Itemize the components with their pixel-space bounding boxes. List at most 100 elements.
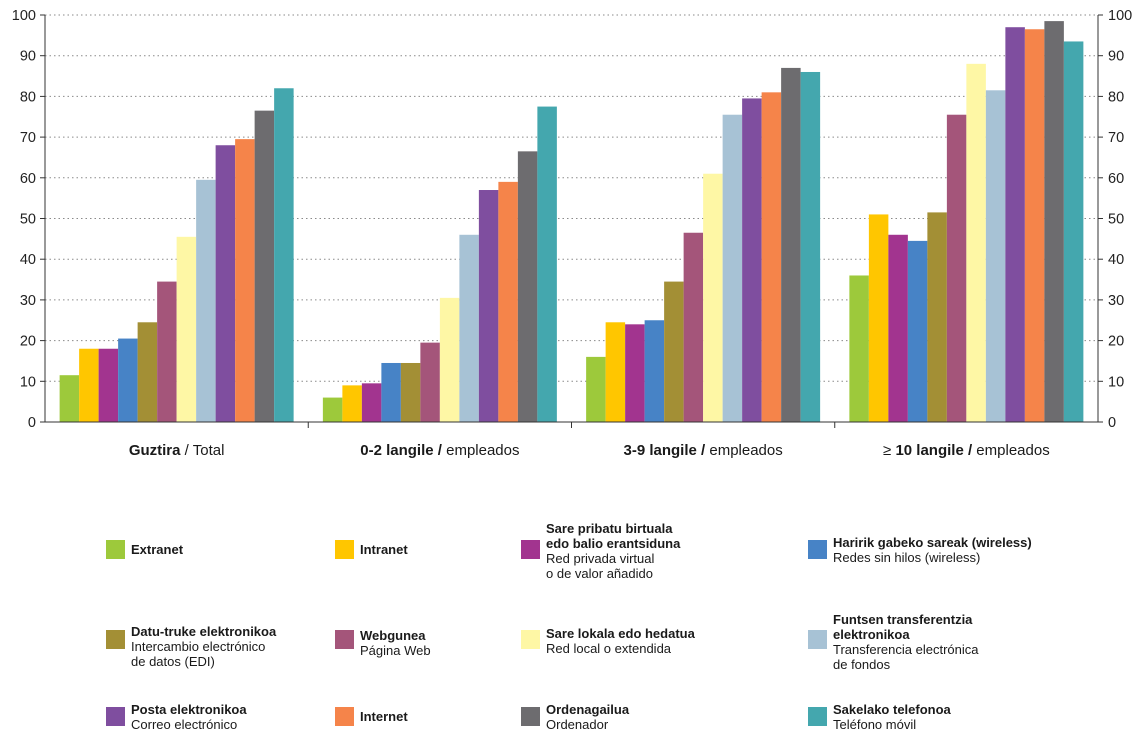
bar-computer-0 [254, 110, 275, 423]
y-axis-left-ticks: 0 10 20 30 40 50 60 70 80 90 100 [12, 8, 36, 431]
bar-wireless-0 [118, 338, 138, 422]
bar-extranet-2 [586, 356, 606, 422]
bar-email-1 [478, 190, 499, 422]
bar-mobile-0 [274, 88, 294, 422]
legend-label-email: Posta elektronikoa Correo electrónico [131, 702, 247, 732]
y-tick-label: 60 [20, 171, 36, 187]
y-tick-label: 100 [12, 8, 36, 24]
legend-label-eft: Funtsen transferentzia elektronikoa Trans… [833, 612, 979, 672]
bar-vpn-1 [361, 383, 382, 422]
legend-item-lan: Sare lokala edo hedatua Red local o exten… [521, 626, 695, 656]
bar-lan-2 [703, 173, 723, 422]
legend-swatch-internet [335, 707, 354, 726]
y-tick-label: 70 [20, 130, 36, 146]
bar-computer-3 [1044, 21, 1064, 422]
legend-item-eft: Funtsen transferentzia elektronikoa Trans… [808, 612, 978, 672]
bar-web-3 [946, 114, 967, 422]
y-tick-label-right: 40 [1108, 252, 1124, 268]
bar-eft-0 [196, 179, 216, 422]
bar-lan-0 [176, 236, 197, 422]
bar-wireless-1 [381, 362, 401, 422]
bar-intranet-0 [79, 348, 99, 422]
bar-internet-2 [761, 92, 782, 422]
bar-wireless-3 [907, 240, 928, 422]
legend-item-web: Webgunea Página Web [335, 628, 431, 658]
legend-label-extranet: Extranet [131, 542, 184, 557]
category-label-0: Guztira / Total [129, 442, 225, 459]
bar-eft-3 [985, 90, 1006, 423]
bar-chart: 0 10 20 30 40 50 60 70 80 90 100 0 10 20 30 40 50 60 70 80… [12, 8, 1132, 459]
bar-edi-0 [137, 322, 158, 422]
y-tick-label: 30 [20, 293, 36, 309]
bar-edi-1 [400, 362, 421, 422]
legend-label-lan: Sare lokala edo hedatua Red local o exten… [546, 626, 695, 656]
y-tick-label-right: 70 [1108, 130, 1124, 146]
bar-edi-2 [664, 281, 684, 422]
bar-internet-0 [235, 139, 255, 422]
y-tick-label-right: 20 [1108, 334, 1124, 350]
category-label-3: ≥ 10 langile / empleados [883, 442, 1050, 459]
y-tick-label: 50 [20, 212, 36, 228]
bar-computer-2 [781, 67, 801, 422]
legend-item-email: Posta elektronikoa Correo electrónico [106, 702, 247, 732]
bar-intranet-1 [342, 385, 362, 422]
legend-swatch-lan [521, 630, 540, 649]
bar-internet-3 [1024, 29, 1045, 423]
y-tick-label: 90 [20, 49, 36, 65]
legend-swatch-eft [808, 630, 827, 649]
bar-email-3 [1005, 27, 1025, 423]
bar-wireless-2 [644, 320, 665, 422]
legend-label-vpn: Sare pribatu birtuala edo balio erantsidu… [546, 521, 681, 581]
legend-swatch-intranet [335, 540, 354, 559]
bar-extranet-3 [849, 275, 869, 422]
y-tick-label: 40 [20, 252, 36, 268]
bar-email-0 [215, 145, 236, 423]
legend-item-extranet: Extranet [106, 540, 184, 559]
legend-item-computer: Ordenagailua Ordenador [521, 702, 629, 732]
bar-vpn-2 [625, 324, 645, 422]
legend-swatch-mobile [808, 707, 827, 726]
y-tick-label: 0 [28, 415, 36, 431]
legend-swatch-vpn [521, 540, 540, 559]
category-label-1: 0-2 langile / empleados [360, 442, 519, 459]
legend-label-web: Webgunea Página Web [360, 628, 431, 658]
bar-edi-3 [927, 212, 947, 422]
legend-label-intranet: Intranet [360, 542, 408, 557]
bar-computer-1 [517, 151, 538, 422]
y-tick-label-right: 0 [1108, 415, 1116, 431]
bar-email-2 [742, 98, 762, 422]
bar-web-2 [683, 232, 704, 422]
legend-swatch-edi [106, 630, 125, 649]
bar-intranet-3 [868, 214, 889, 422]
bar-mobile-2 [800, 71, 821, 422]
legend-label-mobile: Sakelako telefonoa Teléfono móvil [833, 702, 951, 732]
y-tick-label: 20 [20, 334, 36, 350]
legend-swatch-email [106, 707, 125, 726]
bar-eft-2 [722, 114, 743, 422]
legend-label-wireless: Haririk gabeko sareak (wireless) Redes si… [833, 535, 1032, 565]
legend-label-edi: Datu-truke elektronikoa Intercambio elect… [131, 624, 277, 669]
legend-swatch-extranet [106, 540, 125, 559]
legend-label-computer: Ordenagailua Ordenador [546, 702, 630, 732]
bar-extranet-0 [59, 375, 80, 422]
y-tick-label-right: 60 [1108, 171, 1124, 187]
bar-vpn-0 [98, 348, 119, 422]
y-tick-label-right: 30 [1108, 293, 1124, 309]
y-tick-label-right: 90 [1108, 49, 1124, 65]
legend-item-intranet: Intranet [335, 540, 408, 559]
bar-lan-3 [966, 63, 986, 423]
bar-web-0 [157, 281, 177, 422]
legend-item-mobile: Sakelako telefonoa Teléfono móvil [808, 702, 951, 732]
y-tick-label-right: 10 [1108, 374, 1124, 390]
legend-item-wireless: Haririk gabeko sareak (wireless) Redes si… [808, 535, 1032, 565]
bar-eft-1 [459, 234, 479, 422]
y-tick-label-right: 100 [1108, 8, 1132, 24]
bar-lan-1 [439, 297, 460, 422]
bar-mobile-3 [1063, 41, 1084, 423]
legend-item-edi: Datu-truke elektronikoa Intercambio elect… [106, 624, 276, 669]
legend-item-vpn: Sare pribatu birtuala edo balio erantsidu… [521, 521, 680, 581]
axes [40, 14, 1103, 428]
legend-label-internet: Internet [360, 709, 408, 724]
category-label-2: 3-9 langile / empleados [623, 442, 782, 459]
bar-internet-1 [498, 181, 518, 422]
